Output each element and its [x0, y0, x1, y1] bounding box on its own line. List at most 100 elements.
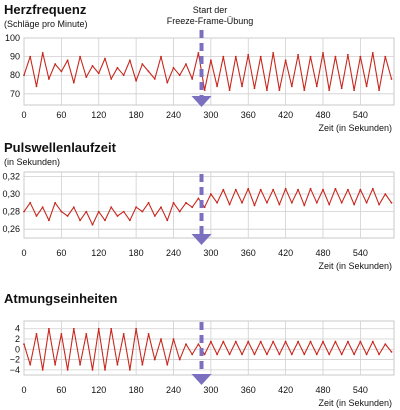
- data-point: [303, 89, 306, 92]
- data-point: [378, 89, 380, 92]
- x-tick-label: 540: [353, 248, 368, 258]
- data-point: [166, 219, 169, 222]
- data-point: [334, 55, 337, 58]
- data-point: [247, 340, 250, 343]
- y-tick-label: 4: [15, 324, 20, 334]
- x-tick-label: 120: [91, 248, 106, 258]
- data-point: [297, 53, 299, 56]
- data-point: [365, 353, 368, 356]
- data-point: [116, 363, 119, 366]
- y-tick-label: −2: [10, 355, 20, 365]
- data-point: [104, 368, 106, 371]
- data-point: [135, 79, 138, 82]
- exercise-start-arrow: [191, 234, 212, 245]
- x-tick-label: 540: [353, 385, 368, 395]
- data-point: [66, 215, 69, 217]
- data-point: [197, 343, 200, 346]
- annotation-line-1: Start der: [192, 5, 228, 15]
- annotation-line-2: Freeze-Frame-Übung: [166, 16, 254, 26]
- data-point: [384, 193, 387, 195]
- x-tick-label: 0: [21, 248, 26, 258]
- data-point: [384, 55, 387, 58]
- data-point: [54, 363, 57, 366]
- data-point: [23, 74, 25, 77]
- data-point: [328, 89, 331, 92]
- data-point: [203, 206, 206, 209]
- data-point: [128, 59, 131, 62]
- data-point: [178, 358, 181, 361]
- data-point: [41, 368, 44, 371]
- data-point: [247, 187, 250, 190]
- data-point: [35, 215, 38, 217]
- data-point: [185, 63, 187, 65]
- x-tick-label: 420: [278, 385, 293, 395]
- data-point: [297, 340, 299, 343]
- series-line: [23, 52, 393, 91]
- data-point: [141, 210, 144, 213]
- data-point: [66, 59, 69, 62]
- x-tick-label: 540: [353, 110, 368, 120]
- data-point: [253, 87, 256, 90]
- data-point: [110, 78, 113, 80]
- data-point: [297, 188, 299, 191]
- data-point: [378, 353, 380, 356]
- data-point: [315, 85, 318, 88]
- x-tick-label: 240: [166, 248, 181, 258]
- exercise-start-arrow: [191, 96, 212, 107]
- series-line: [23, 328, 392, 371]
- data-point: [153, 215, 156, 217]
- y-tick-label: 0,28: [2, 207, 20, 217]
- x-tick-label: 300: [203, 385, 218, 395]
- data-point: [371, 187, 374, 190]
- data-point: [91, 65, 94, 67]
- data-point: [85, 332, 88, 335]
- data-point: [272, 51, 275, 54]
- data-point: [234, 188, 237, 191]
- x-tick-label: 0: [21, 385, 26, 395]
- x-tick-label: 0: [21, 110, 26, 120]
- data-point: [41, 51, 44, 54]
- y-tick-label: 0,26: [2, 224, 20, 234]
- data-point: [340, 201, 343, 204]
- data-point: [128, 219, 131, 222]
- data-point: [48, 78, 50, 80]
- data-point: [35, 85, 38, 88]
- data-point: [340, 87, 343, 90]
- data-point: [284, 187, 287, 190]
- data-point: [166, 363, 169, 366]
- data-point: [160, 206, 162, 209]
- x-tick-label: 60: [56, 248, 66, 258]
- data-point: [228, 353, 231, 356]
- y-tick-label: 0: [15, 344, 20, 354]
- data-point: [29, 55, 32, 58]
- data-point: [228, 89, 231, 92]
- data-point: [234, 340, 237, 343]
- x-tick-label: 480: [315, 248, 330, 258]
- data-point: [91, 368, 94, 371]
- data-point: [222, 340, 225, 343]
- data-point: [278, 203, 281, 206]
- data-point: [371, 340, 374, 343]
- data-point: [147, 332, 150, 335]
- data-point: [222, 188, 225, 191]
- data-point: [122, 74, 125, 77]
- chart-1-title: Herzfrequenz: [4, 2, 87, 17]
- data-point: [284, 340, 287, 343]
- data-point: [110, 206, 113, 209]
- data-point: [172, 338, 175, 340]
- x-tick-label: 240: [166, 385, 181, 395]
- data-point: [365, 85, 368, 88]
- data-point: [259, 340, 262, 343]
- data-point: [35, 332, 38, 335]
- data-point: [322, 340, 324, 343]
- x-tick-label: 120: [91, 385, 106, 395]
- data-point: [172, 201, 175, 204]
- data-point: [347, 340, 349, 343]
- chart-1-subtitle: (Schläge pro Minute): [4, 19, 88, 29]
- x-tick-label: 480: [315, 385, 330, 395]
- data-point: [72, 206, 75, 209]
- chart-2-subtitle: (in Sekunden): [4, 157, 61, 167]
- data-point: [191, 78, 194, 80]
- data-point: [209, 340, 212, 343]
- data-point: [79, 363, 81, 366]
